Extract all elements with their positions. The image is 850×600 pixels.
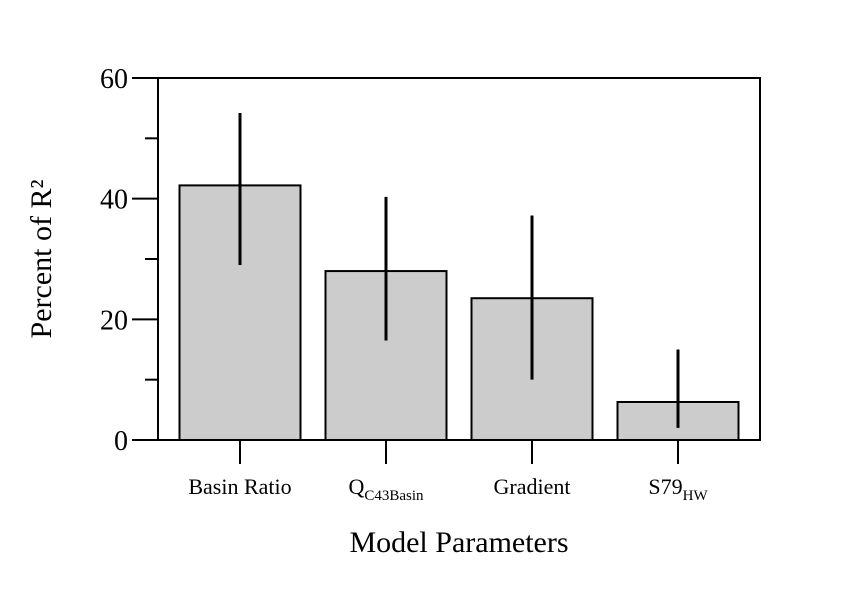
x-tick-label: Basin Ratio	[188, 474, 291, 499]
bars-layer	[178, 184, 740, 442]
x-tick-label: S79HW	[648, 474, 708, 504]
y-tick-label: 0	[114, 426, 128, 457]
error-bars-layer	[238, 112, 680, 428]
y-tick-label: 20	[100, 305, 128, 336]
x-tick-label: QC43Basin	[348, 474, 424, 504]
y-axis: 0 20 40 60	[100, 64, 158, 457]
x-axis-title: Model Parameters	[349, 526, 568, 559]
y-tick-label: 60	[100, 64, 128, 95]
y-axis-title: Percent of R²	[25, 180, 58, 339]
y-tick-label: 40	[100, 185, 128, 216]
x-axis: Basin Ratio QC43Basin Gradient S79HW	[188, 440, 708, 504]
x-tick-label: Gradient	[494, 474, 571, 499]
